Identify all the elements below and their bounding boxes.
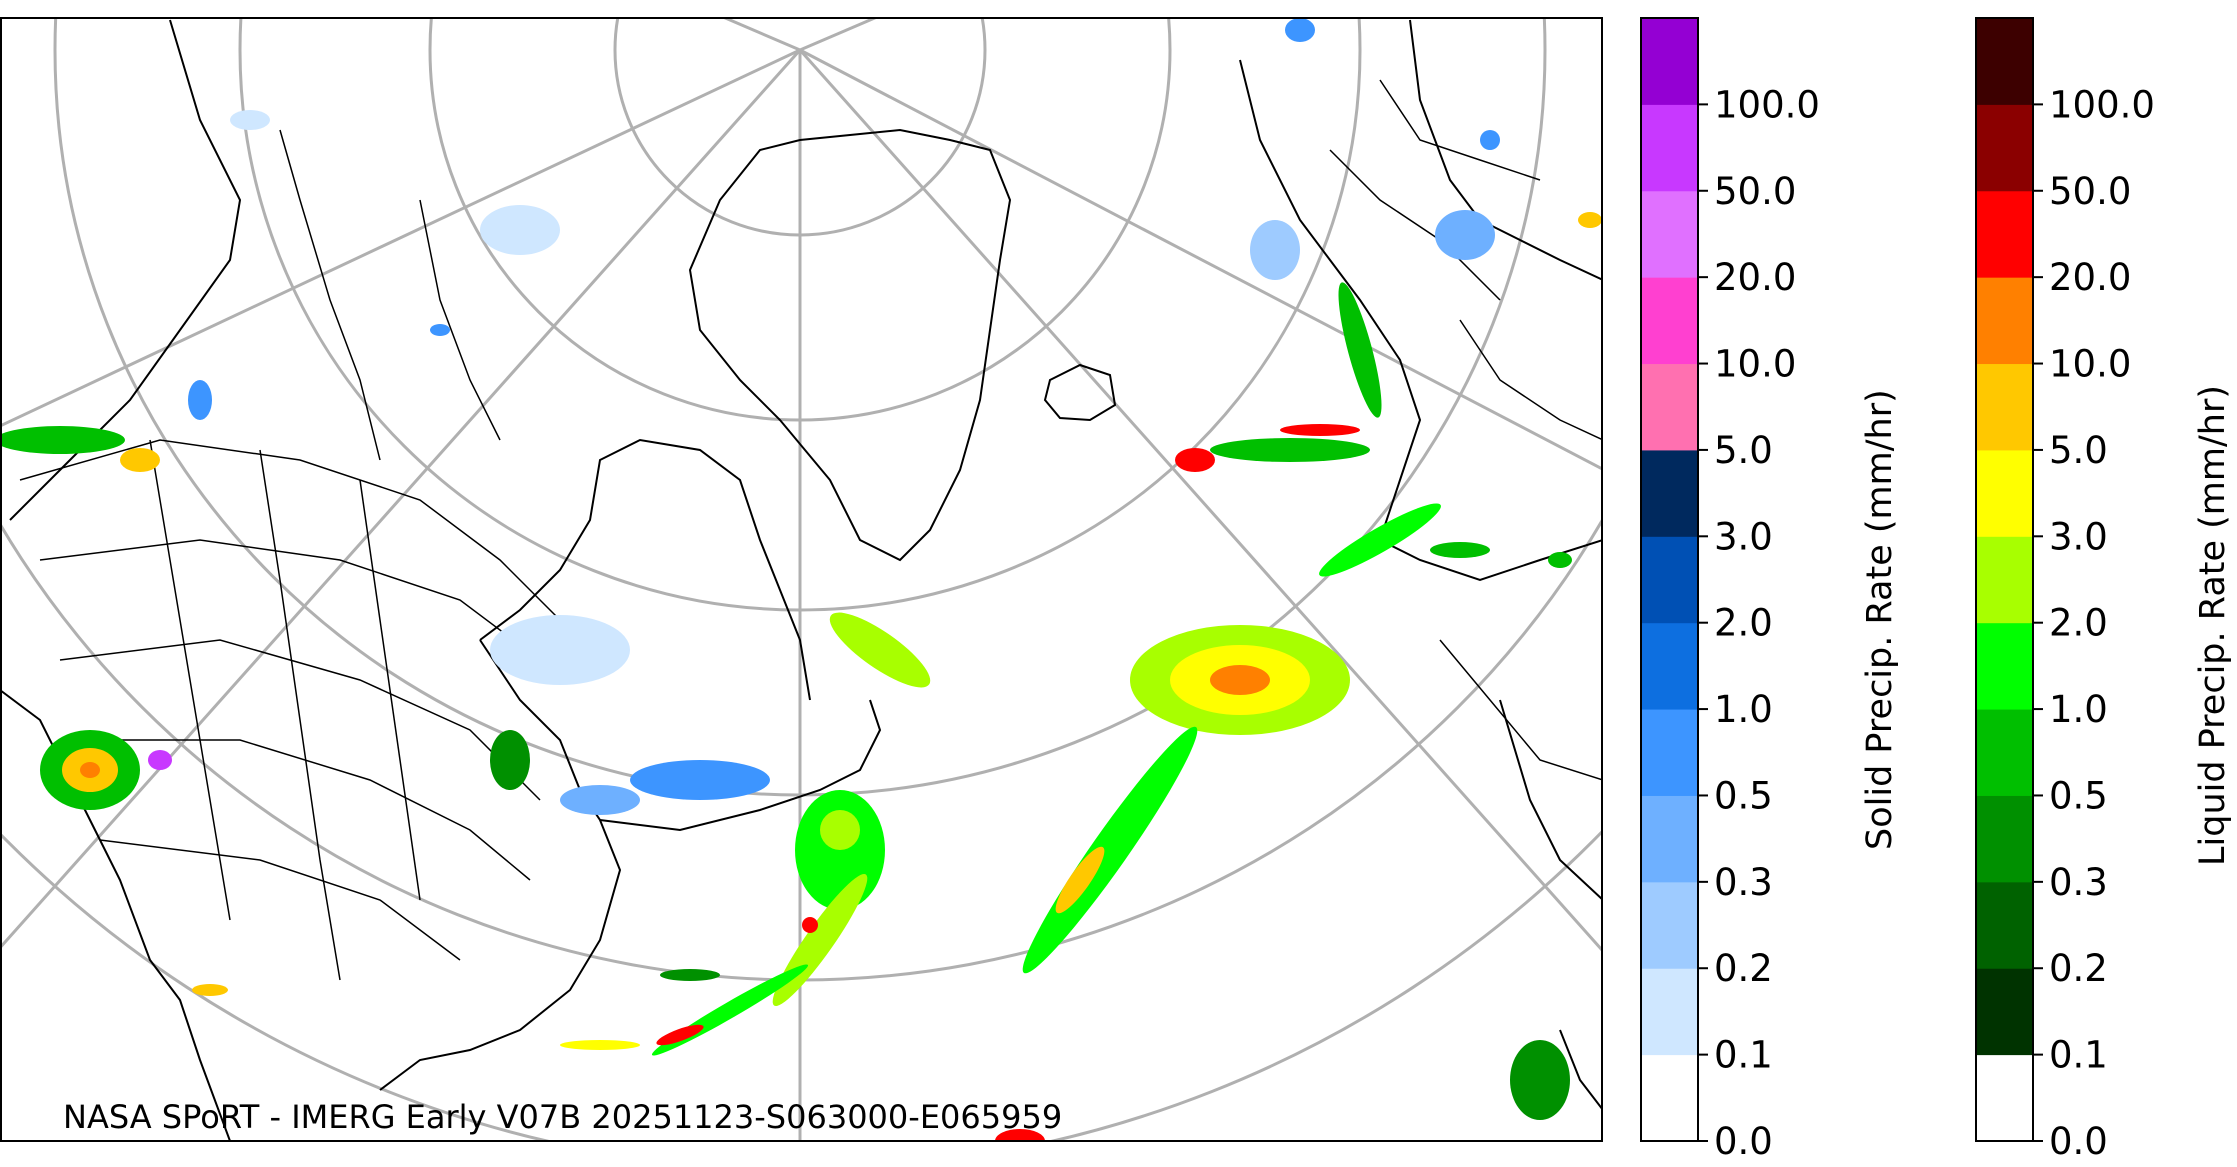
liquid-colorbar-swatch — [1976, 363, 2033, 451]
liquid-colorbar-frame — [1975, 17, 2034, 1142]
solid-colorbar-swatch — [1641, 190, 1698, 278]
solid-colorbar-swatch — [1641, 795, 1698, 883]
liquid-colorbar-swatch — [1976, 1054, 2033, 1142]
precipitation-map — [0, 17, 1603, 1142]
solid-colorbar-swatch — [1641, 709, 1698, 796]
liquid-colorbar-swatch — [1976, 190, 2033, 278]
liquid-precip-colorbar: 0.0 0.1 0.2 0.3 0.5 1.0 2.0 3.0 5.0 10.0 20.0 50.0 1… — [1975, 17, 2155, 1163]
solid-colorbar-swatch — [1641, 18, 1698, 105]
liquid-colorbar-title: Liquid Precip. Rate (mm/hr) — [2193, 384, 2233, 866]
solid-colorbar-tick-label: 2.0 — [1714, 602, 1773, 645]
liquid-colorbar-tick-label: 10.0 — [2049, 343, 2131, 386]
solid-colorbar-tick-label: 10.0 — [1714, 343, 1796, 386]
liquid-colorbar-swatch — [1976, 795, 2033, 883]
solid-colorbar-swatch — [1641, 968, 1698, 1056]
liquid-colorbar-tick-label: 1.0 — [2049, 688, 2108, 731]
liquid-colorbar-swatch — [1976, 18, 2033, 105]
solid-colorbar-tick-label: 0.3 — [1714, 861, 1773, 904]
solid-colorbar-swatch — [1641, 449, 1698, 537]
solid-colorbar-tick-label: 20.0 — [1714, 256, 1796, 299]
solid-colorbar-frame — [1640, 17, 1699, 1142]
liquid-colorbar-tick-label: 0.3 — [2049, 861, 2108, 904]
solid-colorbar-tick-label: 50.0 — [1714, 170, 1796, 213]
coastlines — [0, 19, 1603, 1141]
solid-colorbar-swatch — [1641, 277, 1698, 365]
liquid-colorbar-swatch — [1976, 968, 2033, 1056]
solid-colorbar-title: Solid Precip. Rate (mm/hr) — [1860, 389, 1900, 850]
liquid-colorbar-swatch — [1976, 622, 2033, 710]
solid-colorbar-tick-label: 0.2 — [1714, 947, 1773, 990]
solid-precip-field — [148, 18, 1500, 815]
liquid-colorbar-tick-label: 3.0 — [2049, 515, 2108, 558]
liquid-colorbar-swatch — [1976, 881, 2033, 969]
liquid-colorbar-swatch — [1976, 709, 2033, 796]
liquid-colorbar-tick-label: 100.0 — [2049, 83, 2155, 126]
solid-colorbar-tick-label: 1.0 — [1714, 688, 1773, 731]
liquid-colorbar-tick-label: 5.0 — [2049, 429, 2108, 472]
solid-colorbar-swatch — [1641, 622, 1698, 710]
liquid-colorbar-tick-label: 20.0 — [2049, 256, 2131, 299]
liquid-colorbar-tick-label: 0.1 — [2049, 1034, 2108, 1077]
liquid-colorbar-swatch — [1976, 104, 2033, 192]
solid-precip-colorbar: 0.0 0.1 0.2 0.3 0.5 1.0 2.0 3.0 5.0 10.0 20.0 50.0 1… — [1640, 17, 1820, 1163]
liquid-colorbar-tick-label: 0.5 — [2049, 774, 2108, 817]
liquid-colorbar-swatch — [1976, 449, 2033, 537]
liquid-colorbar-swatch — [1976, 277, 2033, 365]
solid-colorbar-swatch — [1641, 363, 1698, 451]
solid-colorbar-tick-label: 5.0 — [1714, 429, 1773, 472]
solid-colorbar-tick-label: 0.5 — [1714, 774, 1773, 817]
graticule — [0, 18, 1603, 1141]
data-credit: NASA SPoRT - IMERG Early V07B 20251123-S… — [63, 1098, 1063, 1136]
solid-colorbar-tick-label: 0.1 — [1714, 1034, 1773, 1077]
liquid-colorbar-tick-label: 50.0 — [2049, 170, 2131, 213]
solid-colorbar-swatch — [1641, 881, 1698, 969]
liquid-colorbar-tick-label: 2.0 — [2049, 602, 2108, 645]
liquid-precip-field — [0, 212, 1602, 1141]
solid-colorbar-tick-label: 3.0 — [1714, 515, 1773, 558]
liquid-colorbar-tick-label: 0.2 — [2049, 947, 2108, 990]
solid-colorbar-tick-label: 0.0 — [1714, 1120, 1773, 1163]
liquid-colorbar-tick-label: 0.0 — [2049, 1120, 2108, 1163]
liquid-colorbar-swatch — [1976, 536, 2033, 624]
solid-colorbar-swatch — [1641, 104, 1698, 192]
solid-colorbar-tick-label: 100.0 — [1714, 83, 1820, 126]
solid-colorbar-swatch — [1641, 536, 1698, 624]
solid-colorbar-swatch — [1641, 1054, 1698, 1142]
